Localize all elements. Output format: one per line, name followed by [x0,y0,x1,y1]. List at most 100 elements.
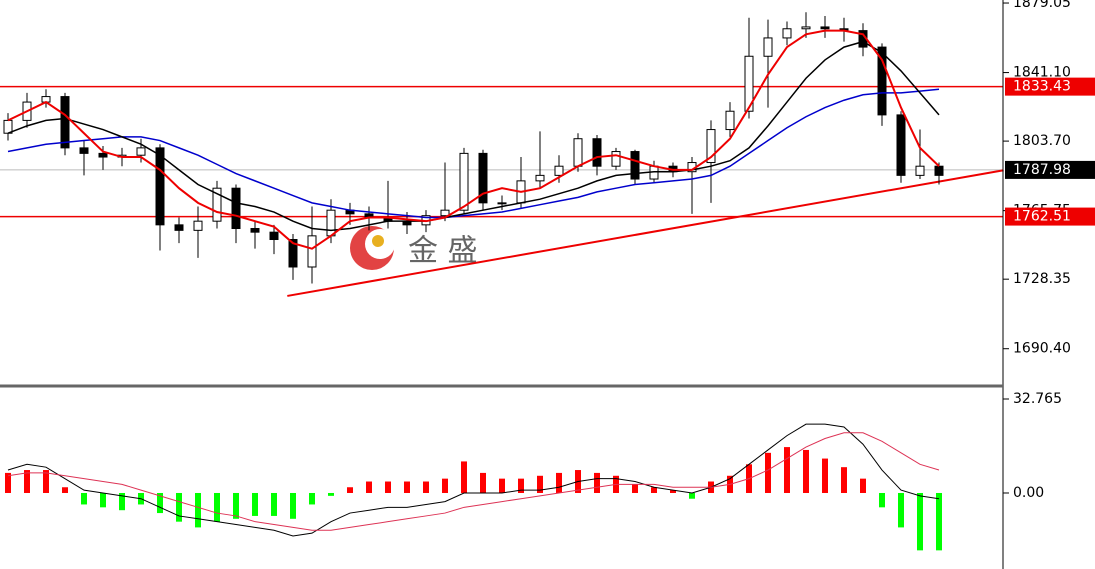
macd-bar [43,470,49,493]
macd-bar [5,472,11,493]
macd-bar [556,472,562,493]
candle-body [250,228,260,233]
macd-bar [328,492,334,496]
macd-bar [784,447,790,493]
y-tick-label: 0.00 [1013,485,1044,501]
candle-body [174,224,184,231]
candle-body [497,202,507,205]
macd-bar [803,449,809,493]
macd-bar [632,484,638,493]
macd-bar [537,475,543,493]
candle-body [440,209,450,217]
macd-bar [290,492,296,519]
candle-body [3,119,13,134]
level-box [1005,207,1095,226]
macd-bar [252,492,258,516]
candle-body [212,187,222,222]
candle-body [269,231,279,241]
y-tick-label: 1728.35 [1013,271,1071,287]
candle-body [79,147,89,154]
level-label: 1787.98 [1013,162,1071,178]
level-label: 1833.43 [1013,79,1071,95]
macd-bar [917,492,923,551]
macd-bar [442,478,448,493]
candle-body [573,138,583,167]
candle-body [98,152,108,158]
candle-body [611,151,621,167]
macd-bar [100,492,106,508]
y-tick-label: 1841.10 [1013,65,1071,81]
macd-bar [841,467,847,493]
watermark-text: 金 盛 [408,234,478,269]
macd-bar [176,492,182,522]
macd-line [7,432,940,531]
level-box [1005,77,1095,96]
macd-bar [157,492,163,514]
candle-body [744,55,754,112]
macd-line [7,423,940,537]
candle-body [801,26,811,30]
candle-body [478,152,488,204]
candle-body [459,152,469,211]
candle-body [155,147,165,226]
macd-bar [214,492,220,522]
macd-bar [195,492,201,528]
candle-body [630,151,640,180]
macd-bar [385,481,391,493]
candle-body [934,165,944,176]
moving-average [7,88,940,219]
candle-body [592,138,602,167]
macd-bar [24,470,30,493]
macd-bar [233,492,239,519]
macd-bar [518,478,524,493]
macd-bar [689,492,695,499]
macd-bar [271,492,277,516]
candle-body [60,96,70,149]
candle-body [725,110,735,131]
candle-body [896,114,906,176]
macd-bar [347,487,353,493]
macd-bar [822,458,828,493]
candle-body [136,147,146,156]
macd-bar [499,478,505,493]
macd-bar [366,481,372,493]
macd-bar [81,492,87,505]
candle-body [706,129,716,164]
trendline [287,169,1004,297]
candle-body [307,235,317,268]
macd-bar [404,481,410,493]
macd-bar [936,492,942,551]
candle-body [915,165,925,176]
macd-bar [765,452,771,493]
candle-body [535,174,545,182]
macd-bar [879,492,885,508]
level-box [1005,160,1095,179]
watermark-logo [350,226,395,270]
candle-body [288,239,298,268]
macd-bar [651,487,657,493]
candle-body [193,220,203,231]
macd-bar [670,490,676,493]
macd-bar [309,492,315,505]
macd-bar [62,487,68,493]
y-tick-label: 1803.70 [1013,133,1071,149]
y-tick-label: 32.765 [1013,391,1062,407]
candle-body [326,209,336,237]
y-tick-label: 1690.40 [1013,341,1071,357]
y-tick-label: 1879.05 [1013,0,1071,11]
macd-bar [119,492,125,511]
macd-bar [860,478,866,493]
macd-bar [594,472,600,493]
candle-body [763,37,773,57]
macd-bar [461,461,467,493]
candle-body [820,26,830,30]
macd-bar [423,481,429,493]
candle-body [231,187,241,230]
macd-bar [480,472,486,493]
candle-body [877,46,887,116]
moving-average [7,29,940,250]
macd-bar [898,492,904,528]
moving-average [7,40,940,232]
